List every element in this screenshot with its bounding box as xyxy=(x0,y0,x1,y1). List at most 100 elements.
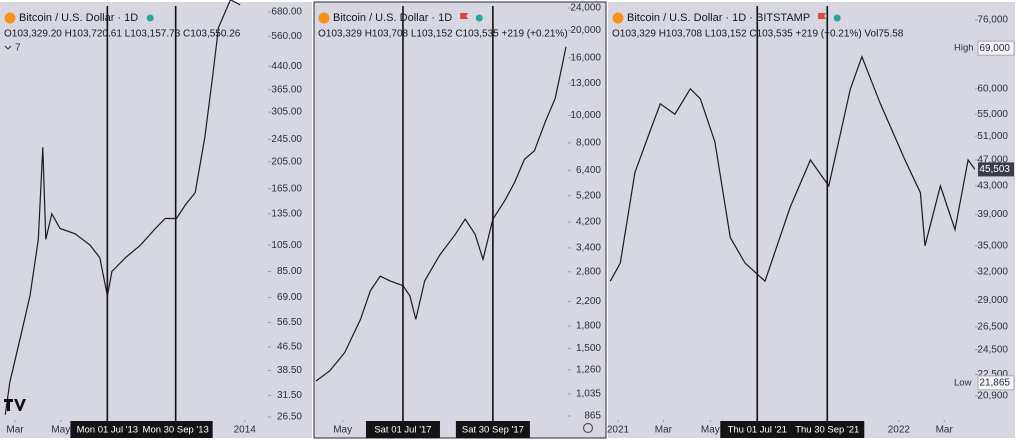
price-line xyxy=(4,0,241,415)
marker-label-box xyxy=(365,421,440,438)
status-dot xyxy=(146,14,154,22)
price-label: 69,000 xyxy=(979,43,1010,54)
y-tick-label: 26.50 xyxy=(277,412,302,423)
chart-title: Bitcoin / U.S. Dollar · 1D xyxy=(19,12,138,24)
x-tick-label: 2022 xyxy=(888,425,911,436)
y-tick-label: 245.00 xyxy=(271,134,302,145)
x-tick-label: Mar xyxy=(655,425,673,436)
marker-label-box xyxy=(70,421,145,438)
y-tick-label: 24,000 xyxy=(570,3,601,14)
price-label-name: High xyxy=(954,43,974,54)
y-tick-label: 135.00 xyxy=(271,208,302,219)
y-tick-label: 365.00 xyxy=(271,84,302,95)
y-tick-label: 38.50 xyxy=(277,365,302,376)
marker-label: Sat 01 Jul '17 xyxy=(374,425,431,436)
x-tick-label: 2014 xyxy=(234,425,257,436)
y-tick-label: 440.00 xyxy=(271,61,302,72)
y-tick-label: 165.00 xyxy=(271,183,302,194)
price-label-name: Low xyxy=(954,377,972,388)
y-tick-label: 24,500 xyxy=(977,344,1008,355)
marker-label: Thu 01 Jul '21 xyxy=(728,425,787,436)
y-tick-label: 35,000 xyxy=(977,240,1008,251)
x-tick-label: May xyxy=(701,425,720,436)
price-label-box xyxy=(977,40,1015,56)
y-tick-label: 32,000 xyxy=(977,267,1008,278)
y-tick-label: 31.50 xyxy=(277,390,302,401)
price-line xyxy=(315,46,567,382)
price-label: 21,865 xyxy=(979,377,1010,388)
y-tick-label: 43,000 xyxy=(977,181,1008,192)
x-tick-label: Mar xyxy=(936,425,954,436)
y-tick-label: 56.50 xyxy=(277,317,302,328)
x-tick-label: 2021 xyxy=(607,425,630,436)
panel xyxy=(0,2,312,438)
bitcoin-icon xyxy=(612,12,624,24)
y-tick-label: 105.00 xyxy=(271,240,302,251)
y-tick-label: 6,400 xyxy=(576,165,601,176)
chart-title: Bitcoin / U.S. Dollar · 1D xyxy=(333,12,452,24)
settings-icon xyxy=(582,422,594,434)
y-tick-label: 305.00 xyxy=(271,107,302,118)
y-tick-label: 60,000 xyxy=(977,83,1008,94)
panel xyxy=(313,1,607,439)
flag-icon xyxy=(460,13,469,19)
marker-label-box xyxy=(720,421,795,438)
y-tick-label: 26,500 xyxy=(977,321,1008,332)
y-tick-label: 13,000 xyxy=(570,78,601,89)
marker-label: Sat 30 Sep '17 xyxy=(462,425,524,436)
marker-label: Mon 30 Sep '13 xyxy=(143,425,209,436)
marker-label: Mon 01 Jul '13 xyxy=(77,425,139,436)
x-tick-label: May xyxy=(333,425,352,436)
marker-label-box xyxy=(790,421,865,438)
y-tick-label: 69.00 xyxy=(277,292,302,303)
y-tick-label: 865 xyxy=(584,411,601,422)
y-tick-label: 55,000 xyxy=(977,109,1008,120)
marker-label: Thu 30 Sep '21 xyxy=(795,425,859,436)
y-tick-label: 3,400 xyxy=(576,243,601,254)
bitcoin-icon xyxy=(318,12,330,24)
y-tick-label: 8,000 xyxy=(576,138,601,149)
x-tick-label: Mar xyxy=(6,425,24,436)
y-tick-label: 560.00 xyxy=(271,31,302,42)
y-tick-label: 1,500 xyxy=(576,343,601,354)
flag-icon xyxy=(818,13,827,19)
status-dot xyxy=(475,14,483,22)
ohlc-values: O103,329 H103,708 L103,152 C103,535 +219… xyxy=(318,29,568,40)
price-line xyxy=(609,54,975,283)
y-tick-label: 4,200 xyxy=(576,217,601,228)
panel xyxy=(608,2,1015,438)
y-tick-label: 1,260 xyxy=(576,364,601,375)
status-dot xyxy=(833,14,841,22)
ohlc-values: O103,329.20 H103,720.61 L103,157.73 C103… xyxy=(4,29,241,40)
y-tick-label: 1,035 xyxy=(576,389,601,400)
chart-title: Bitcoin / U.S. Dollar · 1D · BITSTAMP xyxy=(627,12,810,24)
y-tick-label: 20,900 xyxy=(977,391,1008,402)
y-tick-label: 20,000 xyxy=(570,25,601,36)
last-price-box xyxy=(978,162,1014,177)
y-tick-label: 46.50 xyxy=(277,341,302,352)
y-tick-label: 22,500 xyxy=(977,369,1008,380)
bitcoin-icon xyxy=(4,12,16,24)
x-tick-label: May xyxy=(51,425,70,436)
ohlc-values: O103,329 H103,708 L103,152 C103,535 +219… xyxy=(612,29,904,40)
last-price-label: 45,503 xyxy=(979,164,1010,175)
chevron-icon xyxy=(4,45,12,50)
y-tick-label: 29,000 xyxy=(977,295,1008,306)
y-tick-label: 1,800 xyxy=(576,321,601,332)
y-tick-label: 2,800 xyxy=(576,266,601,277)
price-label-box xyxy=(977,375,1015,391)
y-tick-label: 39,000 xyxy=(977,209,1008,220)
y-tick-label: 680.00 xyxy=(271,7,302,18)
y-tick-label: 47,000 xyxy=(977,155,1008,166)
y-tick-label: 10,000 xyxy=(570,110,601,121)
y-tick-label: 16,000 xyxy=(570,52,601,63)
y-tick-label: 205.00 xyxy=(271,156,302,167)
y-tick-label: 51,000 xyxy=(977,131,1008,142)
indicator-count: 7 xyxy=(15,43,21,54)
y-tick-label: 2,200 xyxy=(576,296,601,307)
marker-label-box xyxy=(138,421,213,438)
y-tick-label: 5,200 xyxy=(576,190,601,201)
y-tick-label: 76,000 xyxy=(977,15,1008,26)
y-tick-label: 85.00 xyxy=(277,266,302,277)
